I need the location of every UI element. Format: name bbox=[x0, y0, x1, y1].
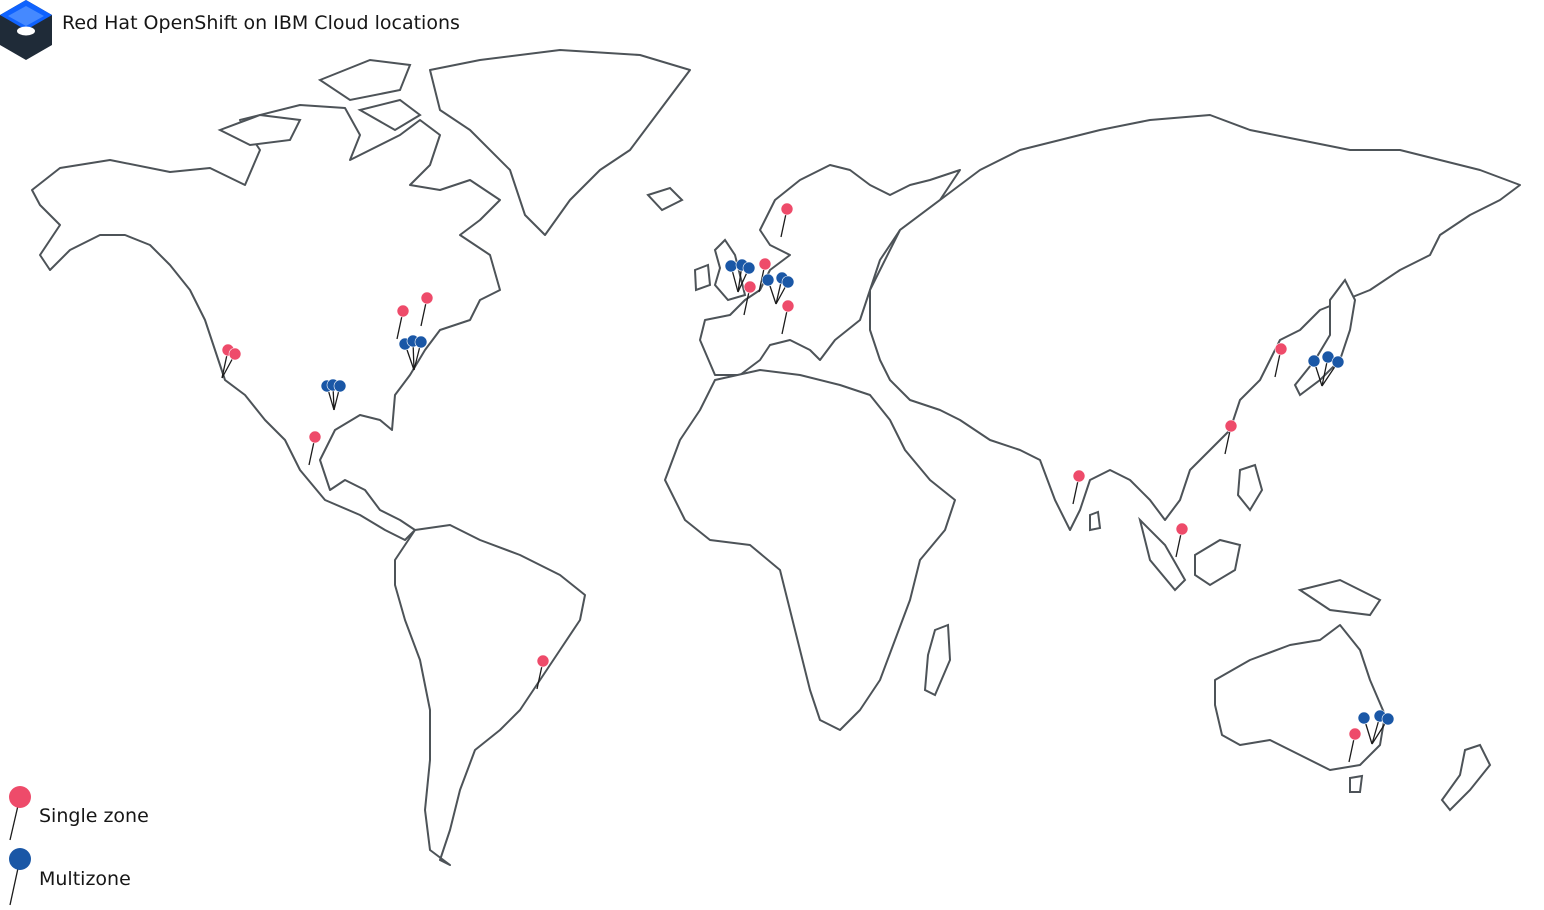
single-zone-pin-head bbox=[536, 654, 550, 668]
sri-lanka bbox=[1089, 510, 1102, 532]
multizone-pin-icon bbox=[9, 848, 31, 870]
single-zone-pin-head bbox=[781, 299, 795, 313]
single-zone-pin[interactable] bbox=[221, 347, 242, 379]
borneo bbox=[1194, 538, 1242, 587]
sumatra bbox=[1138, 516, 1187, 592]
single-zone-pin-head bbox=[743, 280, 757, 294]
single-zone-pin[interactable] bbox=[1175, 522, 1189, 558]
single-zone-pin-head bbox=[758, 257, 772, 271]
location-pins bbox=[221, 202, 1395, 763]
single-zone-pin[interactable] bbox=[743, 280, 757, 316]
multizone-pin[interactable] bbox=[1307, 354, 1323, 387]
single-zone-pin-head bbox=[396, 304, 410, 318]
single-zone-pin-head bbox=[308, 430, 322, 444]
single-zone-pin[interactable] bbox=[1348, 727, 1362, 763]
single-zone-pin-head bbox=[1274, 342, 1288, 356]
multizone-pin[interactable] bbox=[1321, 350, 1335, 387]
single-zone-pin-head bbox=[420, 291, 434, 305]
asia bbox=[869, 114, 1521, 531]
legend-multizone-label: Multizone bbox=[39, 868, 131, 890]
multizone-pin[interactable] bbox=[413, 335, 428, 371]
australia bbox=[1214, 624, 1386, 771]
ireland bbox=[693, 263, 712, 292]
multizone-pin-head bbox=[1381, 712, 1395, 726]
madagascar bbox=[923, 623, 952, 697]
north-america bbox=[31, 104, 501, 541]
multizone-pin-head bbox=[1321, 350, 1335, 364]
multizone-pin-head bbox=[333, 379, 347, 393]
single-zone-pin-head bbox=[1072, 469, 1086, 483]
single-zone-pin[interactable] bbox=[781, 299, 795, 335]
multizone-pin-head bbox=[1331, 355, 1345, 369]
multizone-pin-head bbox=[781, 275, 795, 289]
arctic-island bbox=[217, 113, 302, 147]
single-zone-pin[interactable] bbox=[1072, 469, 1086, 505]
single-zone-pin-head bbox=[1348, 727, 1362, 741]
multizone-pin[interactable] bbox=[1371, 712, 1395, 745]
multizone-pin[interactable] bbox=[761, 273, 777, 305]
legend-single-zone-label: Single zone bbox=[39, 805, 149, 827]
multizone-pin[interactable] bbox=[1357, 711, 1373, 745]
single-zone-pin-head bbox=[780, 202, 794, 216]
single-zone-pin[interactable] bbox=[420, 291, 434, 327]
multizone-pin-head bbox=[724, 259, 738, 273]
single-zone-pin-head bbox=[228, 347, 242, 361]
new-guinea bbox=[1297, 578, 1382, 617]
single-zone-pin-icon bbox=[9, 786, 31, 808]
single-zone-pin[interactable] bbox=[1224, 419, 1238, 455]
greenland bbox=[429, 49, 691, 236]
legend-icons bbox=[9, 786, 31, 906]
page-title: Red Hat OpenShift on IBM Cloud locations bbox=[62, 12, 460, 34]
south-america bbox=[394, 524, 586, 866]
tasmania bbox=[1349, 774, 1364, 793]
single-zone-pin[interactable] bbox=[780, 202, 794, 238]
iceland bbox=[646, 186, 684, 212]
single-zone-pin[interactable] bbox=[308, 430, 322, 466]
philippines bbox=[1236, 463, 1264, 512]
single-zone-pin[interactable] bbox=[1274, 342, 1288, 378]
new-zealand bbox=[1440, 743, 1492, 812]
arctic-island bbox=[317, 58, 412, 102]
multizone-pin[interactable] bbox=[775, 275, 795, 305]
arctic-island bbox=[357, 98, 422, 132]
single-zone-pin-head bbox=[1175, 522, 1189, 536]
single-zone-pin[interactable] bbox=[536, 654, 550, 690]
single-zone-pin[interactable] bbox=[758, 257, 772, 293]
africa bbox=[664, 369, 956, 731]
multizone-pin-head bbox=[1357, 711, 1371, 725]
multizone-pin[interactable] bbox=[737, 261, 756, 293]
landmasses bbox=[31, 49, 1521, 866]
ibm-cloud-cube-icon bbox=[0, 0, 52, 60]
single-zone-pin[interactable] bbox=[396, 304, 410, 340]
multizone-pin-head bbox=[414, 335, 428, 349]
multizone-pin-head bbox=[742, 261, 756, 275]
multizone-pin-head bbox=[761, 273, 775, 287]
multizone-pin-head bbox=[1307, 354, 1321, 368]
multizone-pin[interactable] bbox=[1321, 355, 1345, 387]
multizone-pin[interactable] bbox=[724, 259, 739, 293]
multizone-pin[interactable] bbox=[333, 379, 347, 411]
europe bbox=[699, 164, 961, 376]
single-zone-pin-head bbox=[1224, 419, 1238, 433]
legend: Single zone Multizone bbox=[0, 780, 220, 910]
